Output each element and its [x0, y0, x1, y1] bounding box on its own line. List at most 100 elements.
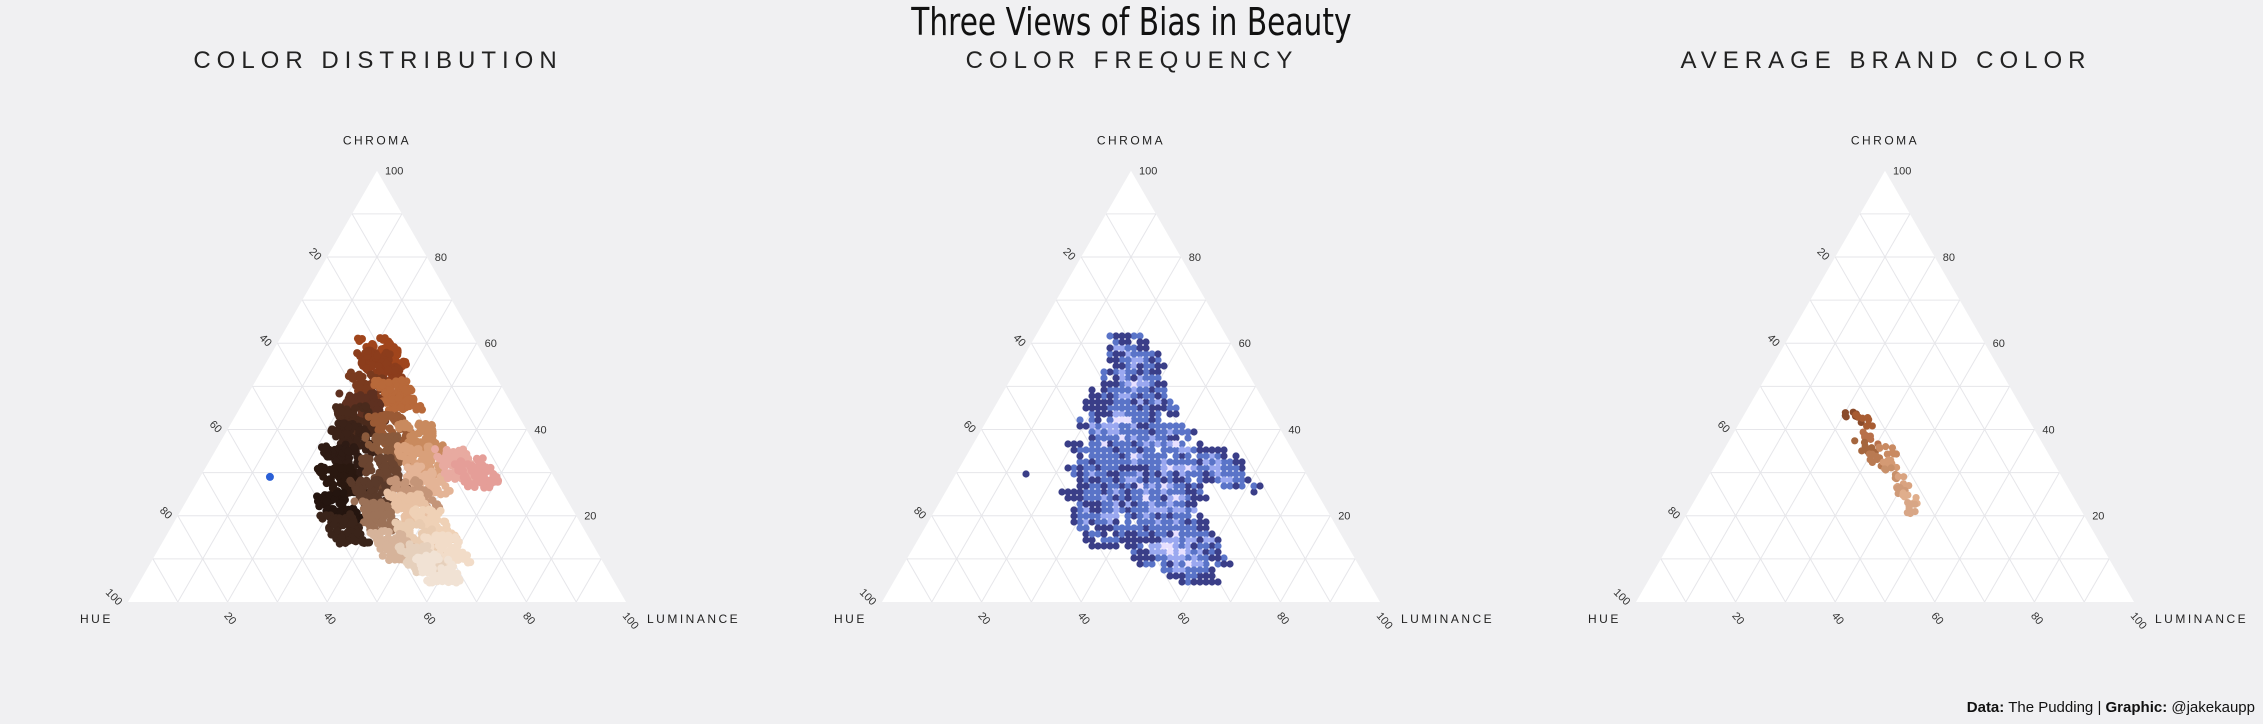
hex-bin [1130, 404, 1138, 412]
hex-bin [1202, 458, 1210, 466]
data-point [435, 454, 444, 463]
data-point [1868, 450, 1876, 458]
hex-bin [1130, 440, 1138, 448]
hex-bin [1142, 356, 1150, 364]
data-point [375, 447, 384, 456]
data-point [384, 378, 393, 387]
hex-bin [1214, 458, 1222, 466]
hex-bin [1136, 362, 1144, 370]
hex-bin [1112, 410, 1120, 418]
hex-bin [1166, 410, 1174, 418]
hex-bin [1148, 404, 1156, 412]
tick-label-luminance: 100 [2128, 610, 2149, 632]
hex-bin [1202, 530, 1210, 538]
hex-bin [1184, 446, 1192, 454]
hex-bin [1118, 482, 1126, 490]
hex-bin [1160, 536, 1168, 544]
hex-bin [1106, 368, 1114, 376]
tick-label-chroma: 80 [435, 252, 447, 264]
hex-bin [1148, 422, 1156, 430]
hex-bin [1160, 482, 1168, 490]
hex-bin [1112, 422, 1120, 430]
data-point [1879, 458, 1887, 466]
hex-bin [1106, 464, 1114, 472]
hex-bin [1160, 392, 1168, 400]
hex-bin [1184, 488, 1192, 496]
hex-bin [1160, 440, 1168, 448]
hex-bin [1136, 344, 1144, 352]
data-point [377, 517, 386, 526]
data-point [393, 553, 402, 562]
data-point [409, 534, 418, 543]
hex-bin [1112, 476, 1120, 484]
grid-line [1105, 213, 1331, 603]
tick-label-chroma: 60 [485, 338, 497, 350]
data-point [431, 439, 440, 448]
hex-bin [1136, 548, 1144, 556]
hex-bin [1184, 542, 1192, 550]
data-point [417, 424, 426, 433]
hex-bin [1106, 452, 1114, 460]
data-point [426, 526, 435, 535]
hex-bin [1160, 434, 1168, 442]
hex-bin [1106, 332, 1114, 340]
hex-bin [1142, 554, 1150, 562]
hex-bin [1112, 404, 1120, 412]
hex-bin [1130, 494, 1138, 502]
hex-bin [1136, 428, 1144, 436]
data-point [393, 350, 402, 359]
grid-line [1685, 213, 1911, 603]
data-point [414, 449, 423, 458]
data-point [400, 523, 409, 532]
tick-label-chroma: 20 [584, 511, 596, 523]
hex-bin [1088, 476, 1096, 484]
data-point [417, 495, 426, 504]
hex-bin [1172, 440, 1180, 448]
hex-bin [1148, 470, 1156, 478]
hex-bin [1094, 398, 1102, 406]
hex-bin [1088, 464, 1096, 472]
data-point [422, 561, 431, 570]
hex-bin [1160, 500, 1168, 508]
hex-bin [1100, 476, 1108, 484]
hex-bin [1088, 434, 1096, 442]
hex-bin [1106, 500, 1114, 508]
hex-bin [1202, 452, 1210, 460]
hex-bin [1190, 524, 1198, 532]
panel-title-2: COLOR FREQUENCY [966, 47, 1299, 74]
grid-line [2033, 515, 2085, 603]
data-point [372, 405, 381, 414]
hex-bin [1130, 524, 1138, 532]
data-point [396, 403, 405, 412]
data-point [386, 542, 395, 551]
hex-bin [1184, 548, 1192, 556]
data-point [395, 502, 404, 511]
hex-bin [1178, 428, 1186, 436]
data-point [333, 428, 342, 437]
hex-bin [1082, 530, 1090, 538]
hex-bin [1088, 494, 1096, 502]
data-point [463, 460, 472, 469]
hex-bin [1214, 542, 1222, 550]
tick-label-luminance: 20 [975, 610, 992, 627]
hex-bin [1100, 374, 1108, 382]
hex-bin [1064, 488, 1072, 496]
hex-bin [1160, 476, 1168, 484]
hex-bin [1178, 512, 1186, 520]
axis-name-luminance: LUMINANCE [1401, 612, 1494, 626]
hex-bin [1112, 344, 1120, 352]
tick-label-chroma: 40 [2042, 424, 2054, 436]
hex-bin [1136, 398, 1144, 406]
hex-bin [1172, 458, 1180, 466]
hex-bin [1166, 398, 1174, 406]
hex-bin [1112, 338, 1120, 346]
hex-bin [1100, 464, 1108, 472]
hex-bin [1184, 506, 1192, 514]
hex-bin [1178, 488, 1186, 496]
hex-bin [1154, 488, 1162, 496]
data-point [359, 518, 368, 527]
hex-bin [1136, 488, 1144, 496]
hex-bin [1094, 416, 1102, 424]
hex-bin [1124, 434, 1132, 442]
hex-bin [1064, 464, 1072, 472]
